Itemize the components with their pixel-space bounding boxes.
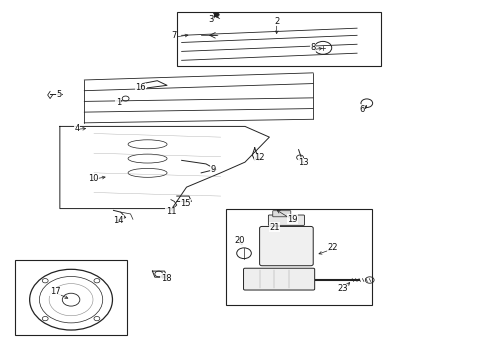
FancyBboxPatch shape: [244, 268, 315, 290]
Text: 9: 9: [211, 165, 216, 174]
Text: 18: 18: [161, 274, 171, 283]
Text: 22: 22: [327, 243, 338, 252]
Circle shape: [213, 13, 219, 17]
FancyBboxPatch shape: [15, 260, 127, 336]
Text: 12: 12: [254, 153, 265, 162]
Text: 19: 19: [288, 215, 298, 224]
Text: 21: 21: [269, 222, 279, 231]
Text: 17: 17: [49, 287, 60, 296]
FancyBboxPatch shape: [260, 226, 313, 266]
Text: 1: 1: [116, 98, 121, 107]
Text: 16: 16: [135, 83, 146, 92]
FancyBboxPatch shape: [225, 208, 372, 305]
Text: 5: 5: [56, 90, 62, 99]
Text: 2: 2: [274, 17, 279, 26]
Text: 20: 20: [235, 236, 245, 245]
Text: 6: 6: [359, 105, 365, 114]
Text: 14: 14: [113, 216, 123, 225]
Text: 15: 15: [180, 199, 191, 208]
Text: 8: 8: [311, 43, 316, 52]
Text: 11: 11: [166, 207, 176, 216]
Text: 7: 7: [172, 31, 177, 40]
FancyBboxPatch shape: [177, 12, 381, 66]
Text: 23: 23: [337, 284, 348, 293]
Text: 4: 4: [74, 124, 79, 133]
FancyBboxPatch shape: [269, 215, 304, 225]
Text: 10: 10: [88, 174, 98, 183]
Text: 3: 3: [208, 15, 214, 24]
Text: 13: 13: [298, 158, 309, 167]
FancyBboxPatch shape: [273, 211, 291, 217]
